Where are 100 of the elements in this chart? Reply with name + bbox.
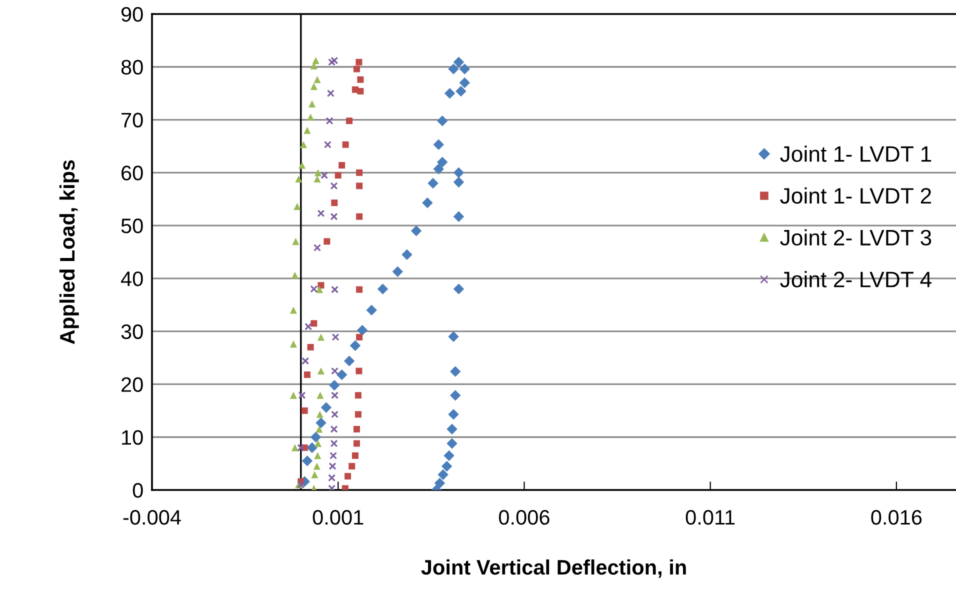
legend-label: Joint 1- LVDT 2 <box>780 187 932 204</box>
point <box>329 452 338 460</box>
legend-label: Joint 1- LVDT 1 <box>780 146 932 162</box>
x-tick-label: -0.004 <box>123 510 181 525</box>
point <box>317 334 325 341</box>
point <box>320 172 328 180</box>
point <box>290 340 297 348</box>
point <box>314 76 321 84</box>
point <box>459 64 470 74</box>
point <box>342 485 348 490</box>
point <box>316 410 324 418</box>
y-tick-label: 60 <box>122 166 143 180</box>
point <box>444 450 454 461</box>
point <box>330 392 339 400</box>
point <box>336 369 348 380</box>
point <box>446 438 458 449</box>
point <box>298 392 306 400</box>
point <box>308 100 316 108</box>
legend-label: Joint 2- LVDT 3 <box>780 229 932 246</box>
point <box>330 410 339 418</box>
point <box>317 367 325 375</box>
point <box>313 462 320 470</box>
x-axis-title: Joint Vertical Deflection, in <box>421 559 686 578</box>
point <box>422 197 433 208</box>
y-tick-label: 70 <box>122 112 143 128</box>
point <box>446 424 458 435</box>
point <box>330 182 338 190</box>
point <box>304 371 310 378</box>
point <box>320 402 332 413</box>
y-tick-label: 20 <box>122 377 143 392</box>
point <box>346 118 353 124</box>
point <box>356 169 363 176</box>
point <box>290 306 297 314</box>
point <box>316 426 323 433</box>
x-tick-label: 0.016 <box>871 510 922 525</box>
point <box>453 284 464 294</box>
point <box>392 266 404 277</box>
x-tick-label: 0.006 <box>498 510 550 525</box>
point <box>342 141 349 148</box>
point <box>428 178 438 189</box>
y-tick-label: 40 <box>120 271 143 286</box>
point <box>354 392 362 399</box>
point <box>357 76 364 83</box>
point <box>354 411 362 418</box>
point <box>307 344 314 350</box>
point <box>353 426 360 432</box>
point <box>291 444 298 452</box>
point <box>326 90 334 98</box>
point <box>450 366 461 377</box>
point <box>332 333 340 341</box>
point <box>438 469 448 480</box>
point <box>453 176 464 188</box>
point <box>317 210 325 218</box>
y-tick-label: 0 <box>132 483 143 498</box>
point <box>436 115 448 126</box>
point <box>353 66 360 72</box>
point <box>324 140 332 148</box>
point <box>448 408 459 420</box>
point <box>328 58 336 66</box>
y-axis-title: Applied Load, kips <box>59 160 79 344</box>
point <box>434 478 446 489</box>
y-tick-label: 90 <box>121 7 143 22</box>
point <box>348 462 356 470</box>
point <box>456 86 466 97</box>
point <box>330 425 338 433</box>
point <box>356 182 363 190</box>
point <box>295 175 302 183</box>
point <box>402 249 412 260</box>
point <box>300 141 308 148</box>
point <box>297 444 305 452</box>
point <box>453 167 464 178</box>
x-tick-label: 0.011 <box>686 510 735 525</box>
x-tick-label: 0.001 <box>312 510 364 525</box>
point <box>318 282 324 289</box>
y-tick-label: 30 <box>121 324 143 340</box>
point <box>356 334 363 340</box>
point <box>410 225 422 236</box>
point <box>459 77 470 88</box>
point <box>314 452 322 460</box>
point <box>294 202 301 210</box>
point <box>314 440 322 447</box>
point <box>444 88 456 99</box>
point <box>433 164 444 174</box>
point <box>436 156 448 168</box>
y-tick-label: 50 <box>121 218 143 234</box>
point <box>310 285 318 293</box>
point <box>298 162 306 169</box>
point <box>330 367 339 375</box>
point <box>314 175 321 183</box>
point <box>344 472 352 480</box>
y-tick-label: 80 <box>121 60 143 75</box>
point <box>291 272 298 279</box>
point <box>302 357 310 365</box>
point <box>353 440 360 447</box>
point <box>441 460 452 472</box>
point <box>453 56 464 68</box>
point <box>453 211 464 222</box>
point <box>313 244 322 252</box>
point <box>292 238 300 245</box>
point <box>328 474 336 482</box>
